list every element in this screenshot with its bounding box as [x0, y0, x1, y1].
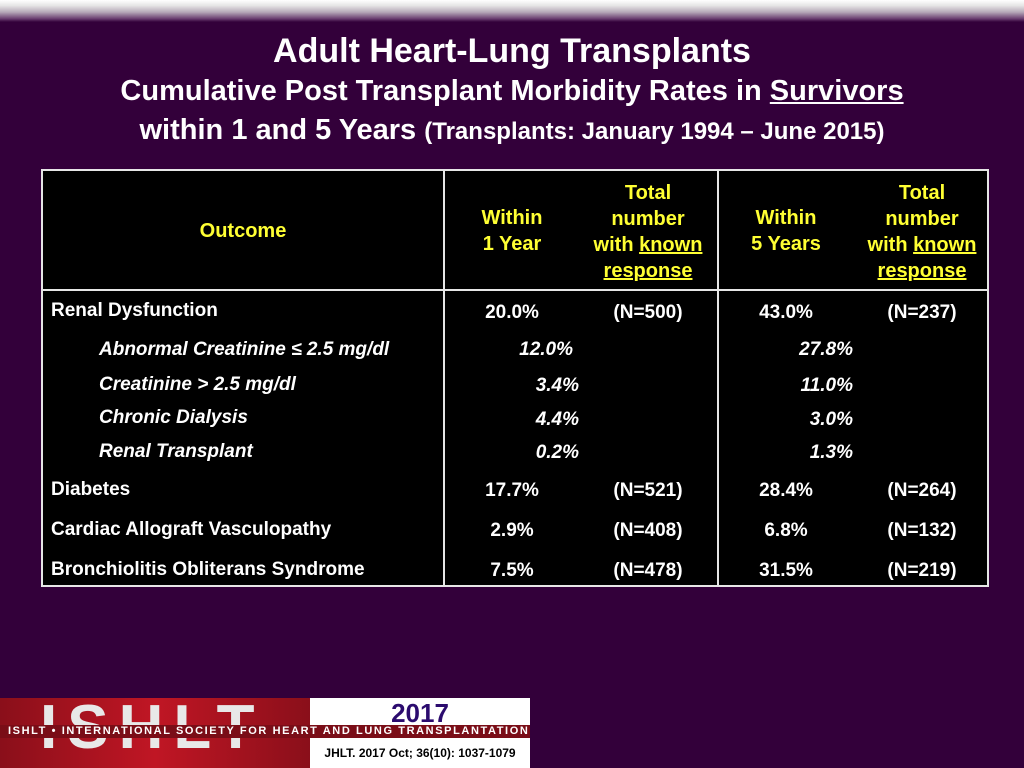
header-total-5-line3: with known — [857, 232, 987, 258]
header-total-5-years: Total number with known response — [857, 180, 987, 284]
cell-renal-dysfunction-n1: (N=500) — [613, 302, 683, 323]
header-within-1-year: Within 1 Year — [457, 205, 567, 257]
header-within-5-years-line2: 5 Years — [751, 233, 821, 255]
cell-cav-1yr: 2.9% — [490, 520, 534, 541]
cell-diabetes-n5: (N=264) — [887, 480, 957, 501]
society-name-strip: ISHLT • INTERNATIONAL SOCIETY FOR HEART … — [0, 725, 530, 738]
header-total-5-line1: Total — [898, 182, 946, 204]
title-line-2-prefix: Cumulative Post Transplant Morbidity Rat… — [120, 75, 770, 107]
cell-bos-n5: (N=219) — [887, 560, 957, 581]
cell-diabetes-1yr: 17.7% — [485, 480, 539, 501]
header-total-1-year: Total number with known response — [583, 180, 713, 284]
header-within-1-year-line2: 1 Year — [482, 233, 542, 255]
header-total-5-response: response — [877, 260, 967, 282]
title-line-3: within 1 and 5 Years (Transplants: Janua… — [0, 110, 1024, 152]
title-survivors: Survivors — [769, 75, 904, 107]
cell-cav-5yr: 6.8% — [764, 520, 808, 541]
header-total-1-response: response — [603, 260, 693, 282]
morbidity-table: Outcome Within 1 Year Total number with … — [41, 169, 989, 587]
title-date-range: (Transplants: January 1994 – June 2015) — [424, 118, 885, 145]
header-outcome: Outcome — [199, 220, 287, 242]
header-total-1-known: known — [639, 234, 703, 256]
row-label-abnormal-creatinine: Abnormal Creatinine ≤ 2.5 mg/dl — [99, 339, 390, 360]
title-line-2: Cumulative Post Transplant Morbidity Rat… — [0, 72, 1024, 110]
slide-title: Adult Heart-Lung Transplants Cumulative … — [0, 30, 1024, 152]
header-total-1-line2: number — [611, 208, 685, 230]
row-label-diabetes: Diabetes — [51, 479, 131, 500]
cell-renal-transplant-5yr: 1.3% — [809, 442, 853, 463]
row-label-renal-transplant: Renal Transplant — [99, 441, 253, 462]
ishlt-footer-logo: ISHLT 2017 ISHLT • INTERNATIONAL SOCIETY… — [0, 698, 530, 768]
row-label-chronic-dialysis: Chronic Dialysis — [99, 407, 248, 428]
header-within-5-years-line1: Within — [755, 207, 817, 229]
cell-renal-transplant-1yr: 0.2% — [535, 442, 579, 463]
header-total-5-line2: number — [885, 208, 959, 230]
cell-creatinine-high-5yr: 11.0% — [800, 375, 853, 396]
header-total-5-with: with — [867, 234, 914, 256]
cell-diabetes-5yr: 28.4% — [759, 480, 813, 501]
column-divider — [443, 171, 445, 585]
header-total-1-line3: with known — [583, 232, 713, 258]
header-total-1-with: with — [593, 234, 640, 256]
journal-citation: JHLT. 2017 Oct; 36(10): 1037-1079 — [324, 746, 516, 760]
cell-bos-1yr: 7.5% — [490, 560, 534, 581]
report-year: 2017 — [391, 698, 449, 728]
cell-bos-n1: (N=478) — [613, 560, 683, 581]
top-gradient-bar — [0, 0, 1024, 22]
column-divider — [717, 171, 719, 585]
row-label-cav: Cardiac Allograft Vasculopathy — [51, 519, 332, 540]
header-within-5-years: Within 5 Years — [731, 205, 841, 257]
cell-abnormal-creatinine-5yr: 27.8% — [799, 339, 853, 360]
cell-cav-n1: (N=408) — [613, 520, 683, 541]
title-line-3-main: within 1 and 5 Years — [139, 114, 417, 146]
cell-cav-n5: (N=132) — [887, 520, 957, 541]
title-line-1: Adult Heart-Lung Transplants — [273, 32, 751, 70]
cell-bos-5yr: 31.5% — [759, 560, 813, 581]
cell-renal-dysfunction-5yr: 43.0% — [759, 302, 813, 323]
cell-creatinine-high-1yr: 3.4% — [535, 375, 579, 396]
cell-chronic-dialysis-1yr: 4.4% — [535, 409, 579, 430]
row-label-renal-dysfunction: Renal Dysfunction — [51, 300, 218, 321]
header-total-5-known: known — [913, 234, 977, 256]
cell-renal-dysfunction-1yr: 20.0% — [485, 302, 539, 323]
cell-renal-dysfunction-n5: (N=237) — [887, 302, 957, 323]
header-divider — [43, 289, 987, 291]
cell-abnormal-creatinine-1yr: 12.0% — [519, 339, 573, 360]
row-label-creatinine-high: Creatinine > 2.5 mg/dl — [99, 374, 296, 395]
header-total-1-line1: Total — [624, 182, 672, 204]
cell-diabetes-n1: (N=521) — [613, 480, 683, 501]
cell-chronic-dialysis-5yr: 3.0% — [809, 409, 853, 430]
header-within-1-year-line1: Within — [481, 207, 543, 229]
row-label-bos: Bronchiolitis Obliterans Syndrome — [51, 559, 365, 580]
